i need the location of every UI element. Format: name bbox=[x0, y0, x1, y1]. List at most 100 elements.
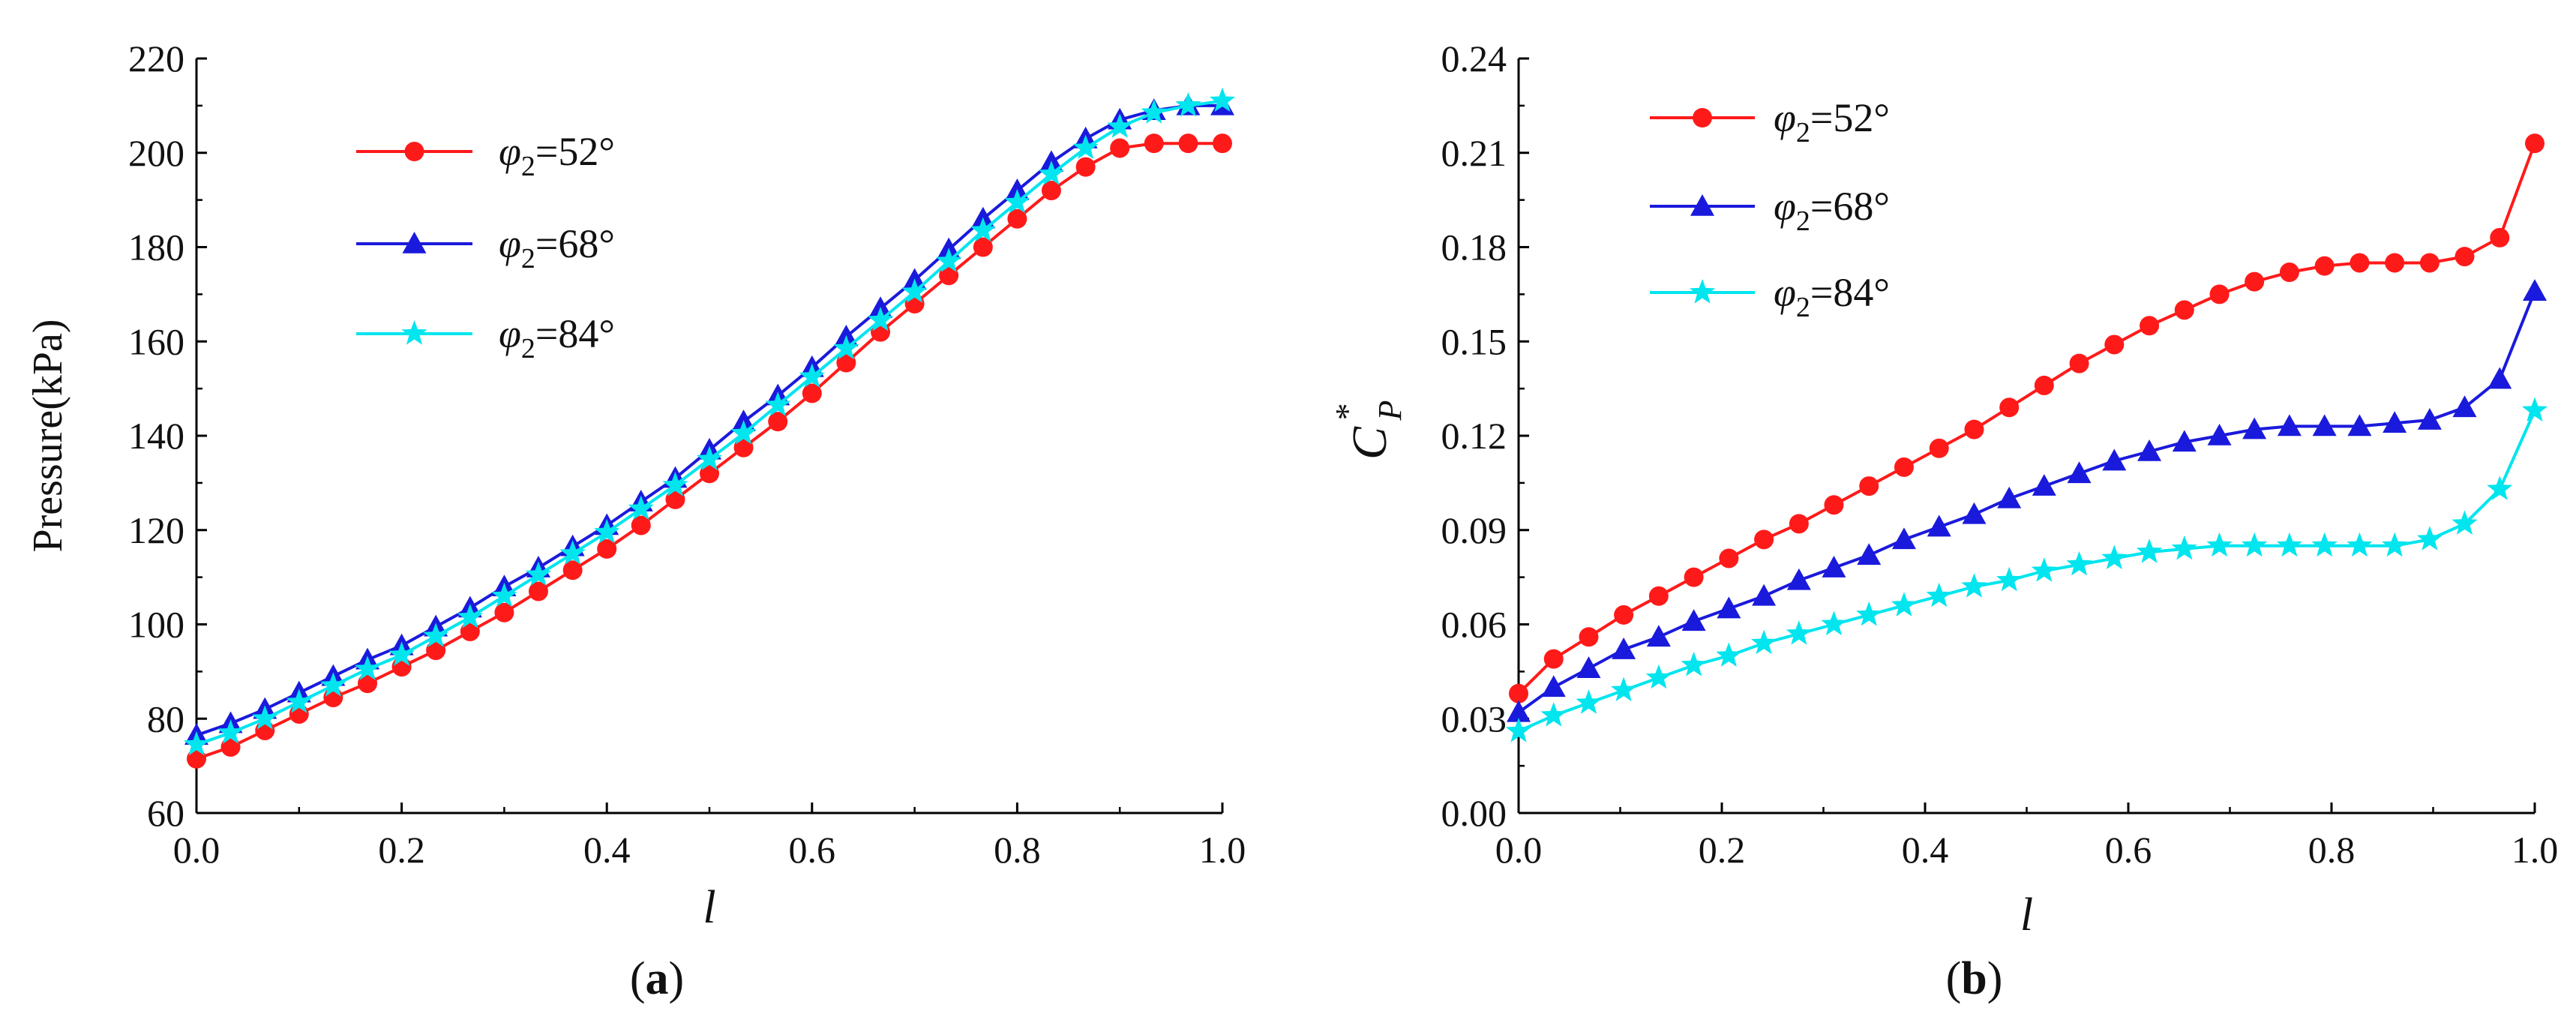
legend-value: =68° bbox=[535, 221, 615, 266]
legend-entry: φ2=84° bbox=[1650, 270, 1890, 323]
data-point-17 bbox=[2101, 544, 2128, 569]
x-tick-label: 0.4 bbox=[583, 829, 631, 871]
data-point-18 bbox=[2137, 439, 2162, 461]
legend-symbol: φ bbox=[1774, 270, 1796, 315]
data-point-1 bbox=[220, 736, 241, 757]
series-68 bbox=[1507, 279, 2547, 722]
data-point-15 bbox=[2032, 474, 2056, 496]
data-point-20 bbox=[2206, 532, 2233, 557]
panel-label-letter: b bbox=[1961, 953, 1987, 1004]
legend-entry: φ2=52° bbox=[1650, 95, 1890, 148]
y-tick-label: 0.15 bbox=[1441, 320, 1507, 362]
data-point-7 bbox=[1752, 584, 1777, 606]
data-point-19 bbox=[2171, 535, 2197, 560]
series-line bbox=[1517, 142, 2536, 695]
data-point-20 bbox=[2209, 284, 2230, 304]
data-point-0 bbox=[1507, 700, 1531, 722]
data-point-10 bbox=[1857, 543, 1882, 566]
series-line bbox=[1517, 290, 2536, 714]
data-point-27 bbox=[1110, 138, 1130, 158]
data-point-13 bbox=[1962, 502, 1987, 524]
data-point-7 bbox=[1751, 629, 1777, 655]
data-point-23 bbox=[2312, 414, 2337, 436]
legend-value: =84° bbox=[535, 311, 615, 356]
data-point-8 bbox=[1786, 568, 1811, 590]
legend-label: φ2=52° bbox=[499, 129, 615, 182]
y-tick-label: 0.12 bbox=[1441, 415, 1507, 457]
data-point-14 bbox=[1997, 486, 2022, 508]
data-point-14 bbox=[665, 489, 685, 509]
data-point-4 bbox=[320, 672, 346, 697]
legend-entry: φ2=68° bbox=[1650, 184, 1890, 237]
data-point-26 bbox=[2417, 408, 2442, 430]
chart-panel-a: 0.0 0.2 0.4 0.6 0.8 1.0 60 80 100 120 140 160 180 200… bbox=[25, 38, 1246, 1004]
data-point-6 bbox=[1716, 642, 1742, 667]
data-point-2 bbox=[252, 705, 278, 730]
data-point-19 bbox=[836, 352, 856, 373]
data-point-16 bbox=[730, 419, 757, 445]
data-point-0 bbox=[187, 748, 206, 769]
data-point-4 bbox=[1646, 625, 1671, 647]
y-tick-label: 0.21 bbox=[1441, 132, 1507, 174]
data-point-25 bbox=[1041, 181, 1061, 201]
panel-label-close: ) bbox=[669, 953, 685, 1004]
chart-panel-b: 0.0 0.2 0.4 0.6 0.8 1.0 0.00 0.03 0.06 0.09 0.12 0.… bbox=[1328, 38, 2558, 1004]
legend-value: =52° bbox=[535, 129, 615, 174]
legend-subscript: 2 bbox=[1796, 117, 1810, 148]
data-point-3 bbox=[1612, 638, 1636, 659]
y-tick-label: 80 bbox=[147, 698, 184, 740]
legend-label: φ2=68° bbox=[499, 221, 615, 274]
y-tick-label: 220 bbox=[128, 38, 184, 80]
data-point-13 bbox=[628, 495, 654, 520]
data-point-22 bbox=[2276, 532, 2302, 557]
data-point-25 bbox=[2383, 411, 2407, 434]
y-tick-label: 60 bbox=[147, 792, 184, 834]
data-point-7 bbox=[426, 640, 446, 661]
y-tick-label: 160 bbox=[128, 320, 184, 362]
data-point-24 bbox=[2347, 414, 2372, 436]
data-point-22 bbox=[939, 266, 959, 286]
data-point-20 bbox=[2207, 424, 2232, 446]
data-point-3 bbox=[1614, 604, 1634, 625]
data-point-17 bbox=[765, 392, 791, 416]
data-point-2 bbox=[1576, 689, 1602, 714]
data-point-24 bbox=[2347, 532, 2373, 557]
legend-value: =68° bbox=[1810, 184, 1890, 229]
y-axis-title: C * P bbox=[1328, 400, 1408, 460]
data-point-29 bbox=[2523, 279, 2547, 301]
y-tick-label: 0.09 bbox=[1441, 509, 1507, 551]
data-point-18 bbox=[2136, 538, 2163, 563]
legend-symbol: φ bbox=[499, 129, 521, 174]
data-point-18 bbox=[802, 383, 822, 404]
legend-symbol: φ bbox=[499, 311, 521, 356]
data-point-22 bbox=[936, 248, 962, 272]
data-point-2 bbox=[1579, 627, 1599, 647]
data-point-12 bbox=[1926, 582, 1952, 608]
series-84 bbox=[1505, 397, 2548, 742]
y-tick-label: 0.24 bbox=[1441, 38, 1507, 80]
legend-symbol: φ bbox=[1774, 95, 1796, 140]
data-point-9 bbox=[491, 582, 517, 608]
data-point-21 bbox=[2245, 272, 2265, 292]
data-point-8 bbox=[1786, 620, 1812, 645]
data-point-17 bbox=[2102, 448, 2127, 471]
y-tick-label: 0.03 bbox=[1441, 698, 1507, 740]
data-point-28 bbox=[2490, 227, 2510, 248]
data-point-21 bbox=[2242, 532, 2268, 557]
data-point-29 bbox=[2525, 134, 2545, 154]
data-point-11 bbox=[1891, 527, 1916, 550]
data-point-7 bbox=[1754, 530, 1774, 550]
series-line bbox=[196, 104, 1222, 737]
data-point-11 bbox=[1894, 457, 1914, 477]
data-point-9 bbox=[1822, 556, 1846, 578]
data-point-3 bbox=[1611, 676, 1637, 702]
data-point-1 bbox=[1543, 649, 1564, 669]
y-axis-title-sup: * bbox=[1328, 405, 1366, 422]
legend-label: φ2=52° bbox=[1774, 95, 1890, 148]
data-point-25 bbox=[2382, 532, 2408, 557]
panel-label: (b) bbox=[1946, 953, 2003, 1004]
y-axis-title-main: C bbox=[1342, 426, 1397, 460]
data-point-12 bbox=[597, 538, 617, 559]
data-point-0 bbox=[183, 730, 210, 756]
data-point-24 bbox=[2350, 253, 2370, 273]
